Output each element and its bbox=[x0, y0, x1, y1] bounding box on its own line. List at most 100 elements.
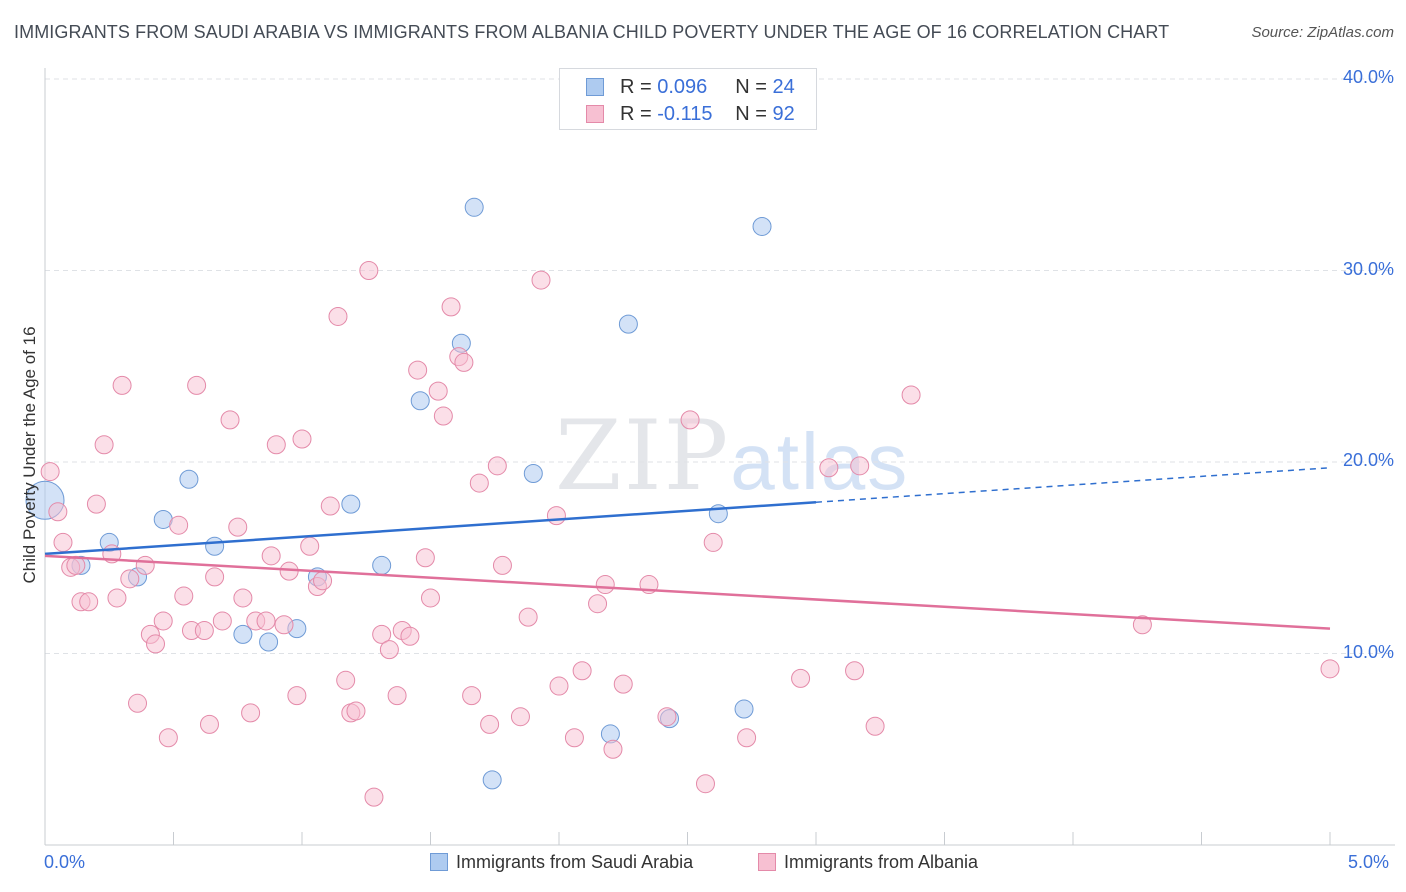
source-label: Source: ZipAtlas.com bbox=[1251, 24, 1394, 41]
point-albania-72 bbox=[564, 728, 584, 748]
point-albania-16 bbox=[146, 634, 166, 654]
point-albania-64 bbox=[480, 714, 500, 734]
point-albania-27 bbox=[220, 410, 240, 430]
point-albania-23 bbox=[194, 621, 214, 641]
point-albania-26 bbox=[212, 611, 232, 631]
point-albania-53 bbox=[400, 626, 420, 646]
bottom-legend-saudi: Immigrants from Saudi Arabia bbox=[430, 852, 693, 873]
point-saudi-17 bbox=[523, 463, 543, 483]
point-albania-80 bbox=[680, 410, 700, 430]
point-albania-71 bbox=[549, 676, 569, 696]
point-albania-81 bbox=[695, 774, 715, 794]
point-albania-10 bbox=[107, 588, 127, 608]
point-albania-48 bbox=[364, 787, 384, 807]
point-albania-18 bbox=[158, 728, 178, 748]
point-albania-86 bbox=[845, 661, 865, 681]
x-tick-label-max: 5.0% bbox=[1348, 852, 1390, 872]
point-albania-89 bbox=[901, 385, 921, 405]
point-albania-87 bbox=[850, 456, 870, 476]
point-albania-75 bbox=[595, 575, 615, 595]
point-albania-50 bbox=[379, 640, 399, 660]
point-albania-34 bbox=[266, 435, 286, 455]
point-albania-29 bbox=[233, 588, 253, 608]
point-albania-67 bbox=[510, 707, 530, 727]
point-albania-59 bbox=[441, 297, 461, 317]
point-albania-84 bbox=[791, 668, 811, 688]
point-saudi-8 bbox=[259, 632, 279, 652]
point-albania-12 bbox=[120, 569, 140, 589]
point-albania-42 bbox=[320, 496, 340, 516]
point-saudi-22 bbox=[734, 699, 754, 719]
y-axis-label: Child Poverty Under the Age of 16 bbox=[20, 326, 39, 584]
point-albania-0 bbox=[40, 462, 60, 482]
point-albania-57 bbox=[428, 381, 448, 401]
y-tick-label-10: 10.0% bbox=[1342, 641, 1394, 662]
point-albania-83 bbox=[737, 728, 757, 748]
point-albania-65 bbox=[487, 456, 507, 476]
point-albania-73 bbox=[572, 661, 592, 681]
point-albania-24 bbox=[199, 714, 219, 734]
point-saudi-16 bbox=[482, 770, 502, 790]
point-albania-32 bbox=[256, 611, 276, 631]
point-albania-8 bbox=[94, 435, 114, 455]
point-saudi-15 bbox=[464, 197, 484, 217]
point-saudi-19 bbox=[618, 314, 638, 334]
legend-swatch-saudi bbox=[586, 78, 604, 96]
point-saudi-6 bbox=[205, 536, 225, 556]
y-tick-label-40: 40.0% bbox=[1342, 67, 1394, 87]
legend-text-saudi: R = 0.096 N = 24 bbox=[620, 76, 795, 98]
point-saudi-12 bbox=[372, 555, 392, 575]
point-albania-2 bbox=[53, 532, 73, 552]
x-tick-label-min: 0.0% bbox=[44, 852, 86, 872]
bottom-legend-swatch-albania bbox=[758, 853, 776, 871]
point-albania-17 bbox=[153, 611, 173, 631]
legend-n-value-albania: 92 bbox=[772, 103, 795, 125]
point-albania-91 bbox=[1320, 659, 1340, 679]
point-saudi-5 bbox=[179, 469, 199, 489]
point-albania-68 bbox=[518, 607, 538, 627]
point-albania-44 bbox=[336, 670, 356, 690]
point-albania-54 bbox=[408, 360, 428, 380]
point-saudi-13 bbox=[410, 391, 430, 411]
trend-line-saudi bbox=[44, 500, 817, 556]
point-albania-14 bbox=[135, 555, 155, 575]
point-albania-13 bbox=[128, 693, 148, 713]
point-albania-51 bbox=[387, 686, 407, 706]
point-albania-19 bbox=[169, 515, 189, 535]
point-albania-69 bbox=[531, 270, 551, 290]
point-albania-22 bbox=[187, 375, 207, 395]
bottom-legend-label-saudi: Immigrants from Saudi Arabia bbox=[456, 852, 694, 872]
bottom-legend-label-albania: Immigrants from Albania bbox=[784, 852, 979, 872]
point-albania-20 bbox=[174, 586, 194, 606]
point-albania-35 bbox=[274, 615, 294, 635]
point-albania-1 bbox=[48, 502, 68, 522]
trend-line-saudi-extension bbox=[815, 466, 1331, 503]
point-albania-11 bbox=[112, 375, 132, 395]
point-albania-85 bbox=[819, 458, 839, 478]
point-saudi-7 bbox=[233, 624, 253, 644]
point-albania-82 bbox=[703, 532, 723, 552]
point-albania-76 bbox=[603, 739, 623, 759]
trend-line-albania bbox=[44, 554, 1331, 630]
point-albania-77 bbox=[613, 674, 633, 694]
point-albania-6 bbox=[79, 592, 99, 612]
legend-swatch-albania bbox=[586, 105, 604, 123]
point-albania-88 bbox=[865, 716, 885, 736]
y-tick-label-20: 20.0% bbox=[1342, 450, 1394, 470]
y-tick-label-30: 30.0% bbox=[1342, 258, 1394, 279]
bottom-legend-swatch-saudi bbox=[430, 853, 448, 871]
legend-text-albania: R = -0.115 N = 92 bbox=[620, 103, 795, 125]
point-albania-37 bbox=[287, 686, 307, 706]
legend-n-value-saudi: 24 bbox=[772, 76, 795, 98]
bottom-legend-albania: Immigrants from Albania bbox=[758, 852, 978, 873]
point-albania-66 bbox=[492, 555, 512, 575]
point-albania-39 bbox=[300, 536, 320, 556]
point-albania-7 bbox=[86, 494, 106, 514]
point-albania-55 bbox=[415, 548, 435, 568]
point-albania-74 bbox=[588, 594, 608, 614]
chart-title: IMMIGRANTS FROM SAUDI ARABIA VS IMMIGRAN… bbox=[14, 22, 1170, 42]
point-albania-41 bbox=[313, 571, 333, 591]
point-albania-70 bbox=[546, 506, 566, 526]
point-albania-46 bbox=[346, 701, 366, 721]
